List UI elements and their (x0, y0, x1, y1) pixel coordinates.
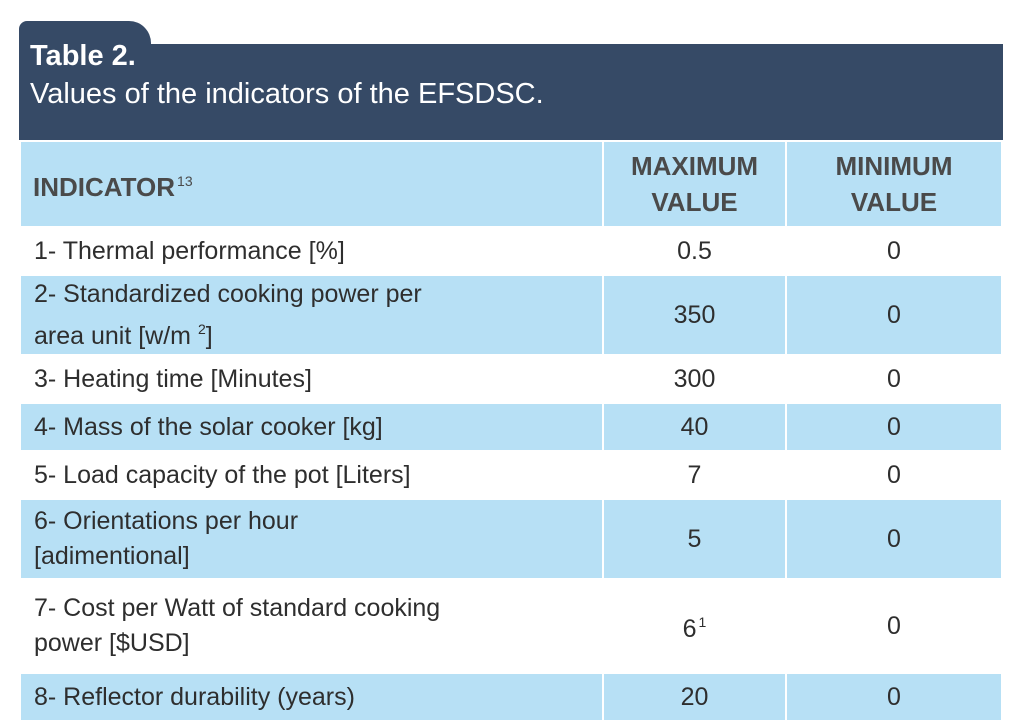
max-value-cell: 0.5 (602, 226, 787, 276)
header-indicator-label: INDICATOR (33, 172, 176, 202)
indicator-text: 5- Load capacity of the pot [Liters] (34, 460, 411, 489)
max-value-cell: 300 (602, 354, 787, 404)
header-maximum-value: MAXIMUM VALUE (602, 140, 787, 228)
max-value-cell: 5 (602, 498, 787, 580)
indicators-table: INDICATOR 13 MAXIMUM VALUE MINIMUM VALUE 1-… (19, 140, 1003, 722)
min-value-cell: 0 (785, 450, 1003, 500)
table-row: 3- Heating time [Minutes] 300 0 (19, 354, 1003, 404)
header-max-line2: VALUE (651, 187, 738, 217)
indicator-cell: 8- Reflector durability (years) (19, 672, 604, 722)
indicator-text-line2: area unit [w/m (34, 321, 198, 350)
indicator-text: 8- Reflector durability (years) (34, 682, 355, 711)
min-value-cell: 0 (785, 498, 1003, 580)
table-row: 2- Standardized cooking power per area un… (19, 274, 1003, 356)
min-value-cell: 0 (785, 672, 1003, 722)
indicator-text-line1: 2- Standardized cooking power per (34, 279, 422, 308)
indicator-text-line2: power [$USD] (34, 629, 190, 657)
indicator-cell: 2- Standardized cooking power per area un… (19, 274, 604, 356)
indicator-cell: 3- Heating time [Minutes] (19, 354, 604, 404)
indicator-text: 4- Mass of the solar cooker [kg] (34, 412, 383, 441)
header-indicator-footnote: 13 (177, 173, 193, 189)
max-value-cell: 20 (602, 672, 787, 722)
indicator-cell: 5- Load capacity of the pot [Liters] (19, 450, 604, 500)
max-value-text: 6 (682, 615, 697, 643)
min-value-cell: 0 (785, 578, 1003, 674)
table-row: 4- Mass of the solar cooker [kg] 40 0 (19, 402, 1003, 452)
min-value-cell: 0 (785, 402, 1003, 452)
indicator-text-tail: ] (205, 321, 213, 350)
indicator-cell: 4- Mass of the solar cooker [kg] (19, 402, 604, 452)
header-indicator: INDICATOR 13 (19, 140, 604, 228)
max-value-cell: 40 (602, 402, 787, 452)
table-caption: Values of the indicators of the EFSDSC. (30, 78, 544, 110)
header-min-line1: MINIMUM (835, 151, 953, 181)
title-banner: Table 2. Values of the indicators of the… (19, 40, 1003, 140)
header-min-line2: VALUE (850, 187, 938, 217)
indicator-cell: 6- Orientations per hour [adimentional] (19, 498, 604, 580)
header-minimum-value: MINIMUM VALUE (785, 140, 1003, 228)
table-row: 5- Load capacity of the pot [Liters] 7 0 (19, 450, 1003, 500)
header-max-line1: MAXIMUM (630, 151, 759, 181)
unit-superscript: 2 (197, 320, 206, 337)
min-value-cell: 0 (785, 274, 1003, 356)
table-row: 7- Cost per Watt of standard cooking powe… (19, 578, 1003, 674)
min-value-cell: 0 (785, 354, 1003, 404)
max-value-cell: 350 (602, 274, 787, 356)
indicator-text-line1: 6- Orientations per hour (34, 507, 299, 535)
indicator-text: 3- Heating time [Minutes] (34, 364, 312, 393)
table-row: 8- Reflector durability (years) 20 0 (19, 672, 1003, 722)
indicator-text: 1- Thermal performance [%] (34, 236, 345, 265)
indicator-text-line1: 7- Cost per Watt of standard cooking (34, 594, 441, 622)
table-row: 1- Thermal performance [%] 0.5 0 (19, 226, 1003, 276)
table-row: 6- Orientations per hour [adimentional] 5… (19, 498, 1003, 580)
table-number: Table 2. (30, 40, 136, 72)
max-value-cell: 7 (602, 450, 787, 500)
indicator-cell: 7- Cost per Watt of standard cooking powe… (19, 578, 604, 674)
footnote-marker: 1 (698, 614, 707, 630)
indicator-text-line2: [adimentional] (34, 542, 190, 570)
header-row: INDICATOR 13 MAXIMUM VALUE MINIMUM VALUE (19, 140, 1003, 228)
indicator-cell: 1- Thermal performance [%] (19, 226, 604, 276)
min-value-cell: 0 (785, 226, 1003, 276)
